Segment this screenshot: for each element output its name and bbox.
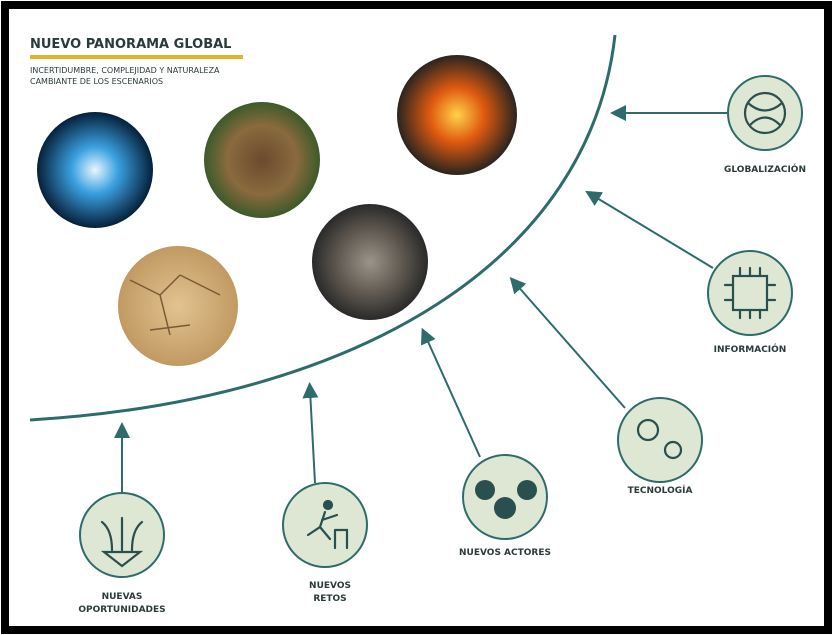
node-label: NUEVAS bbox=[102, 592, 143, 602]
node-label: RETOS bbox=[313, 594, 346, 604]
title-underline bbox=[30, 55, 243, 59]
photo bbox=[118, 246, 238, 366]
node-label: GLOBALIZACIÓN bbox=[724, 163, 806, 175]
node-label: TECNOLOGÍA bbox=[628, 484, 693, 496]
icon-circle bbox=[618, 398, 702, 482]
node-label: NUEVOS ACTORES bbox=[459, 548, 551, 558]
diagram: NUEVO PANORAMA GLOBAL INCERTIDUMBRE, COM… bbox=[0, 0, 833, 635]
photo bbox=[397, 55, 517, 175]
icon-circle bbox=[283, 483, 367, 567]
photo bbox=[204, 102, 320, 218]
title: NUEVO PANORAMA GLOBAL bbox=[30, 37, 231, 52]
icon-circle bbox=[728, 76, 802, 150]
photo bbox=[312, 204, 428, 320]
photo bbox=[37, 112, 153, 228]
subtitle: CAMBIANTE DE LOS ESCENARIOS bbox=[30, 77, 163, 86]
node-label: INFORMACIÓN bbox=[714, 343, 787, 355]
node-label: OPORTUNIDADES bbox=[78, 605, 165, 615]
icon-circle bbox=[708, 251, 792, 335]
subtitle: INCERTIDUMBRE, COMPLEJIDAD Y NATURALEZA bbox=[30, 66, 220, 75]
node-label: NUEVOS bbox=[309, 581, 351, 591]
